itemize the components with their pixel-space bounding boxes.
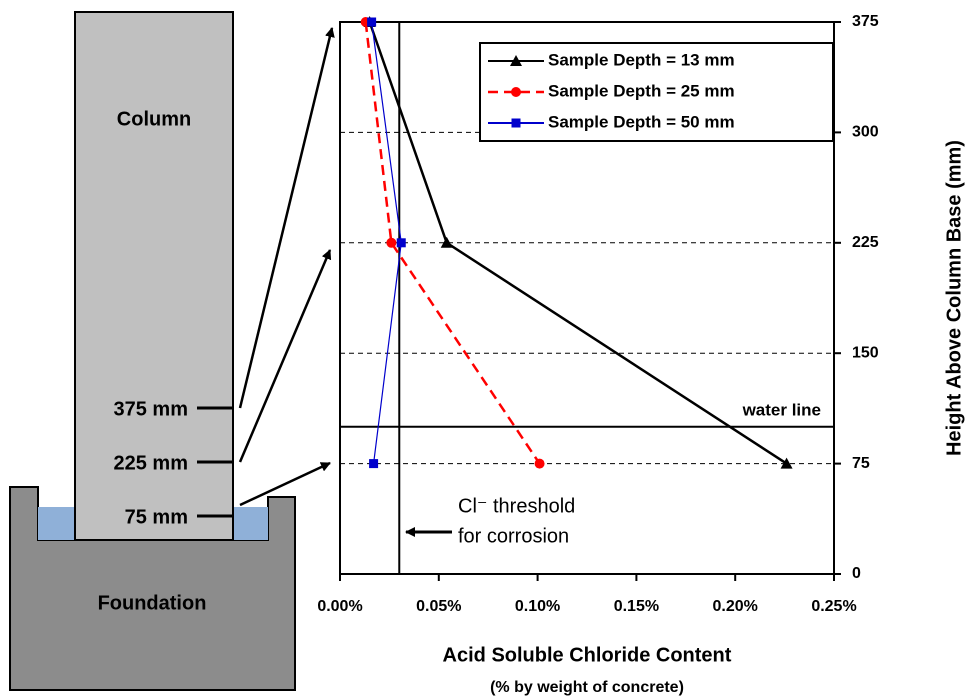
y-axis-title: Height Above Column Base (mm) xyxy=(943,140,965,456)
water-line-label: water line xyxy=(742,400,821,419)
height-label: 225 mm xyxy=(114,452,189,474)
arrow xyxy=(239,461,331,507)
x-tick-label: 0.25% xyxy=(811,598,856,615)
legend-label: Sample Depth = 25 mm xyxy=(548,81,735,100)
column xyxy=(74,11,234,541)
y-tick-label: 300 xyxy=(852,124,879,141)
legend: Sample Depth = 13 mm Sample Depth = 25 mm… xyxy=(479,42,834,142)
marker xyxy=(510,55,522,66)
x-tick-label: 0.00% xyxy=(317,598,362,615)
x-tick-label: 0.05% xyxy=(416,598,461,615)
marker xyxy=(511,118,521,128)
y-tick-label: 150 xyxy=(852,344,879,361)
x-tick-label: 0.20% xyxy=(713,598,758,615)
marker xyxy=(367,17,377,27)
plot-frame xyxy=(339,21,835,575)
arrow xyxy=(238,249,332,463)
marker xyxy=(440,236,453,248)
plot: 0 75 150 225 300 375 0.00% 0.05% 0.10% 0.15% 0.20%… xyxy=(317,13,878,615)
marker xyxy=(396,238,406,248)
x-axis-title: Acid Soluble Chloride Content xyxy=(443,644,732,666)
y-tick-label: 225 xyxy=(852,234,879,251)
marker xyxy=(534,458,545,469)
x-tick-label: 0.10% xyxy=(515,598,560,615)
arrow xyxy=(238,27,335,409)
height-label: 375 mm xyxy=(114,398,189,420)
column-label: Column xyxy=(117,108,191,130)
x-tick-label: 0.15% xyxy=(614,598,659,615)
y-tick-label: 0 xyxy=(852,565,861,582)
annotation: Cl⁻ threshold xyxy=(458,495,575,517)
y-tick-label: 375 xyxy=(852,13,879,30)
height-label: 75 mm xyxy=(125,506,188,528)
marker xyxy=(511,87,521,97)
x-axis-subtitle: (% by weight of concrete) xyxy=(490,679,684,696)
marker xyxy=(386,237,397,248)
marker xyxy=(369,459,379,469)
foundation-label: Foundation xyxy=(98,592,207,614)
y-tick-label: 75 xyxy=(852,455,870,472)
marker xyxy=(780,457,793,469)
legend-label: Sample Depth = 13 mm xyxy=(548,50,735,69)
legend-box xyxy=(479,42,834,142)
foundation xyxy=(9,486,296,691)
annotation: for corrosion xyxy=(458,525,569,547)
legend-label: Sample Depth = 50 mm xyxy=(548,112,735,131)
